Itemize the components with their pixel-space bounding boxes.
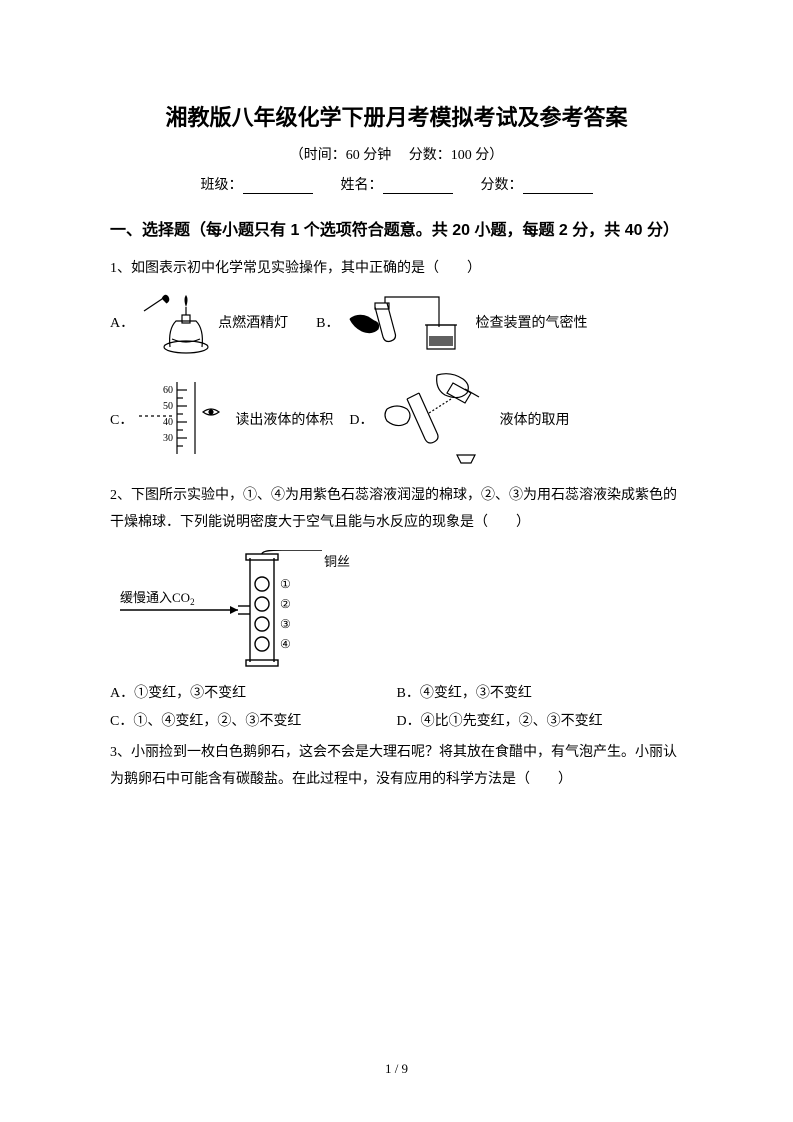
q1-a-label: A． [110, 312, 134, 332]
q2-opt-a: A．①变红，③不变红 [110, 680, 397, 708]
q2-stem: 2、下图所示实验中，①、④为用紫色石蕊溶液润湿的棉球，②、③为用石蕊溶液染成紫色… [110, 483, 683, 536]
q1-d-figure [379, 369, 499, 469]
score-blank [523, 180, 593, 194]
q2-n3: ③ [280, 617, 291, 631]
scale-60: 60 [163, 385, 173, 396]
q1-a-text: 点燃酒精灯 [218, 312, 288, 332]
time-text: （时间：60 分钟 [290, 148, 392, 163]
q1-d-label: D． [349, 409, 373, 429]
q1-b-label: B． [316, 312, 339, 332]
scale-40: 40 [163, 417, 173, 428]
q1-c-label: C． [110, 409, 133, 429]
q2-opt-c: C．①、④变红，②、③不变红 [110, 708, 397, 736]
score-label: 分数： [481, 178, 523, 193]
section-1-heading: 一、选择题（每小题只有 1 个选项符合题意。共 20 小题，每题 2 分，共 4… [110, 212, 683, 250]
score-text: 分数：100 分） [409, 148, 504, 163]
q1-c-figure: 60 50 40 30 [139, 376, 235, 462]
name-label: 姓名： [341, 178, 383, 193]
q1-a-figure [140, 289, 218, 355]
page-number: 1 / 9 [0, 1061, 793, 1077]
scale-30: 30 [163, 433, 173, 444]
doc-subtitle: （时间：60 分钟 分数：100 分） [110, 144, 683, 164]
q3-stem: 3、小丽捡到一枚白色鹅卵石，这会不会是大理石呢？将其放在食醋中，有气泡产生。小丽… [110, 740, 683, 793]
q1-row-ab: A． 点燃酒精灯 B． [110, 289, 683, 355]
q1-b-figure [345, 289, 475, 355]
q2-n4: ④ [280, 637, 291, 651]
scale-50: 50 [163, 401, 173, 412]
q2-opt-d: D．④比①先变红，②、③不变红 [397, 708, 684, 736]
class-label: 班级： [201, 178, 243, 193]
q2-figure: 缓慢通入CO2 铜丝 ① ② ③ ④ [110, 550, 370, 670]
q1-row-cd: C． 60 50 40 30 [110, 369, 683, 469]
info-line: 班级： 姓名： 分数： [110, 174, 683, 194]
q2-co2-label: 缓慢通入CO2 [120, 590, 195, 607]
name-blank [383, 180, 453, 194]
class-blank [243, 180, 313, 194]
q2-wire-label: 铜丝 [324, 554, 350, 569]
q1-stem: 1、如图表示初中化学常见实验操作，其中正确的是（ ） [110, 256, 683, 283]
q1-d-text: 液体的取用 [499, 409, 569, 429]
q1-b-text: 检查装置的气密性 [475, 312, 587, 332]
q2-options: A．①变红，③不变红 B．④变红，③不变红 C．①、④变红，②、③不变红 D．④… [110, 680, 683, 736]
q2-opt-b: B．④变红，③不变红 [397, 680, 684, 708]
q2-n1: ① [280, 577, 291, 591]
q2-n2: ② [280, 597, 291, 611]
q1-c-text: 读出液体的体积 [235, 409, 333, 429]
doc-title: 湘教版八年级化学下册月考模拟考试及参考答案 [110, 100, 683, 132]
